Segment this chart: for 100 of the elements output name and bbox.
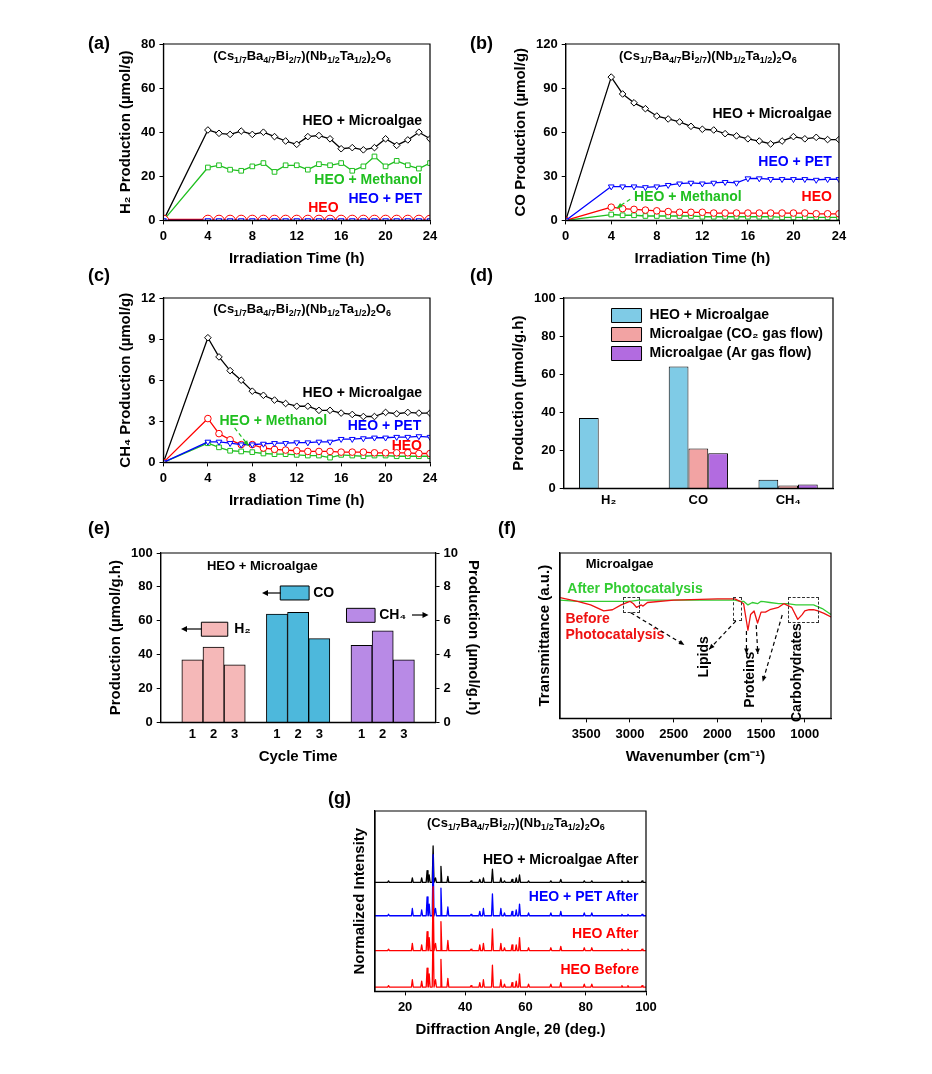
series-label: HEO + Methanol <box>314 170 422 187</box>
x-axis-title: Irradiation Time (h) <box>634 249 771 267</box>
legend-label: Before Photocatalysis <box>565 610 665 643</box>
x-tick-label: 24 <box>422 227 438 243</box>
y2-tick-label: 0 <box>443 713 451 729</box>
annotation: Carbohydrates <box>787 622 804 722</box>
y-axis-title: CO Production (µmol/g) <box>511 47 529 217</box>
y-tick-label: 80 <box>140 35 156 51</box>
legend-label: HEO + Microalgae <box>649 306 770 323</box>
series-label: HEO + PET <box>348 190 423 207</box>
x-tick-label: 24 <box>422 469 438 485</box>
legend-label: H₂ <box>234 620 251 637</box>
y2-tick-label: 10 <box>443 544 459 560</box>
x-tick-label: 4 <box>204 227 213 243</box>
y-tick-label: 20 <box>138 680 153 696</box>
x-tick-label: 1000 <box>790 725 820 741</box>
x-tick-label: 2000 <box>702 725 732 741</box>
x-tick-label: 2 <box>209 725 218 741</box>
series-label: After Photocatalysis <box>567 579 703 596</box>
chart-title: (g) <box>328 787 351 808</box>
x-tick-label: 16 <box>333 469 349 485</box>
legend-label: CO <box>313 583 335 600</box>
x-tick-label: 8 <box>248 227 256 243</box>
x-tick-label: 2 <box>379 725 387 741</box>
y-tick-label: 3 <box>148 412 156 428</box>
chart-title: (a) <box>88 32 110 53</box>
x-axis-title: Irradiation Time (h) <box>228 491 365 509</box>
series-label: HEO + Microalgae <box>712 105 833 122</box>
x-tick-label: 12 <box>695 227 710 243</box>
x-tick-label: 3 <box>400 725 408 741</box>
chart-title: (d) <box>470 264 493 285</box>
x-tick-label: 4 <box>204 469 213 485</box>
y-axis-title: H₂ Production (µmol/g) <box>116 50 134 215</box>
chart-title: (f) <box>498 517 516 538</box>
y-tick-label: 0 <box>548 479 556 495</box>
x-tick-label: 2 <box>294 725 302 741</box>
x-tick-label: 2500 <box>659 725 689 741</box>
y-axis-title: CH₄ Production (µmol/g) <box>116 292 134 468</box>
x-axis-title: Irradiation Time (h) <box>228 249 365 267</box>
y-tick-label: 20 <box>541 441 556 457</box>
series-label: HEO + Microalgae <box>302 112 423 129</box>
y-tick-label: 0 <box>145 713 153 729</box>
chart-title: (b) <box>470 32 493 53</box>
y-tick-label: 100 <box>533 289 556 305</box>
x-axis-title: Wavenumber (cm⁻¹) <box>625 747 766 765</box>
series-label: HEO Before <box>560 960 640 977</box>
y-axis-title: Production (µmol/g.h) <box>106 560 124 716</box>
x-tick-label: 20 <box>378 469 393 485</box>
y-axis-title: Normalized Intensity <box>350 827 368 975</box>
y-tick-label: 20 <box>140 167 156 183</box>
chart-subtitle: Microalgae <box>585 556 654 572</box>
y2-tick-label: 8 <box>443 578 451 594</box>
y-axis-title: Transmittance (a.u.) <box>535 564 553 707</box>
y-tick-label: 0 <box>148 453 156 469</box>
x-tick-label: 8 <box>248 469 256 485</box>
x-tick-label: 3500 <box>571 725 601 741</box>
x-tick-label: 1 <box>188 725 197 741</box>
x-tick-label: 20 <box>397 998 413 1014</box>
y-tick-label: 60 <box>543 123 558 139</box>
y-tick-label: 0 <box>148 211 156 227</box>
x-tick-label: 8 <box>653 227 661 243</box>
y-tick-label: 40 <box>138 646 153 662</box>
y-tick-label: 6 <box>148 371 156 387</box>
x-tick-label: 3 <box>315 725 323 741</box>
x-tick-label: 3 <box>231 725 239 741</box>
chart-title: (e) <box>88 517 110 538</box>
legend-label: Microalgae (CO₂ gas flow) <box>649 325 823 342</box>
y-axis-title: Production (µmol/g.h) <box>509 315 527 471</box>
x-tick-label: 100 <box>635 998 657 1014</box>
y-tick-label: 30 <box>543 167 558 183</box>
annotation: Lipids <box>695 636 712 678</box>
x-tick-label: 24 <box>831 227 847 243</box>
y-tick-label: 60 <box>138 612 153 628</box>
y-tick-label: 12 <box>140 289 156 305</box>
y-tick-label: 120 <box>535 35 558 51</box>
chart-subtitle: HEO + Microalgae <box>206 558 318 574</box>
y-tick-label: 90 <box>543 79 558 95</box>
x-tick-label: 1500 <box>746 725 776 741</box>
x-tick-label: 80 <box>578 998 594 1014</box>
x-axis-title: Diffraction Angle, 2θ (deg.) <box>415 1020 606 1038</box>
y-tick-label: 80 <box>138 578 153 594</box>
series-label: HEO + PET <box>347 417 422 434</box>
series-label: HEO + Microalgae After <box>482 850 639 867</box>
legend-label: Microalgae (Ar gas flow) <box>649 344 812 361</box>
y-tick-label: 60 <box>541 365 556 381</box>
y-tick-label: 100 <box>130 544 153 560</box>
x-tick-label: 3000 <box>615 725 645 741</box>
annotation: Proteins <box>741 651 758 708</box>
y-tick-label: 60 <box>140 79 156 95</box>
y2-tick-label: 2 <box>443 680 451 696</box>
y-tick-label: 40 <box>541 403 556 419</box>
series-label: HEO + PET <box>758 153 833 170</box>
x-tick-label: 1 <box>357 725 366 741</box>
x-tick-label: 1 <box>273 725 281 741</box>
x-tick-label: 0 <box>562 227 570 243</box>
x-tick-label: 16 <box>333 227 349 243</box>
legend-label: CH₄ <box>379 606 407 623</box>
y-tick-label: 80 <box>541 327 556 343</box>
x-tick-label: 0 <box>159 469 168 485</box>
legend-label: HEO + Methanol <box>634 188 742 205</box>
